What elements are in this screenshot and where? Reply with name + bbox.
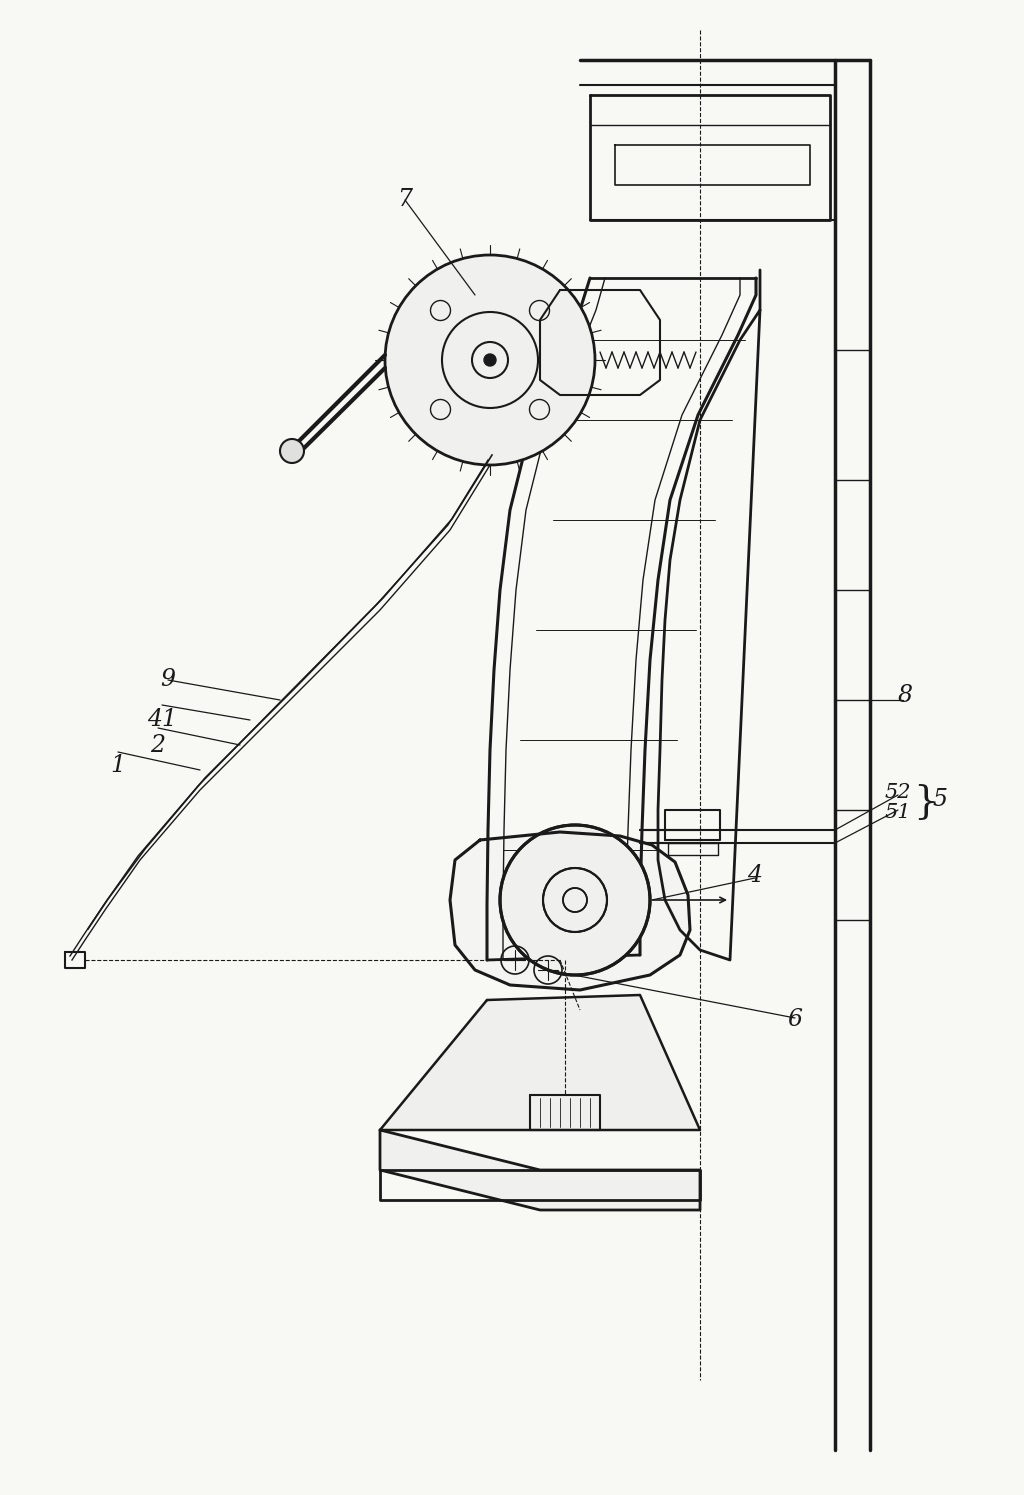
Text: 8: 8 [897,683,912,707]
Text: 9: 9 [161,668,175,692]
Text: 52: 52 [885,783,911,803]
Text: 7: 7 [397,188,413,211]
Polygon shape [450,833,690,990]
Text: 41: 41 [147,709,177,731]
Text: }: } [912,785,937,821]
Text: 51: 51 [885,803,911,822]
Circle shape [500,825,650,975]
Circle shape [280,440,304,463]
Circle shape [385,256,595,465]
Text: 4: 4 [748,864,763,887]
Text: 1: 1 [111,753,126,776]
Text: 2: 2 [151,734,166,756]
Polygon shape [380,996,700,1130]
Text: 5: 5 [933,788,947,812]
Circle shape [484,354,496,366]
Text: 6: 6 [787,1009,803,1032]
Polygon shape [380,1130,700,1209]
